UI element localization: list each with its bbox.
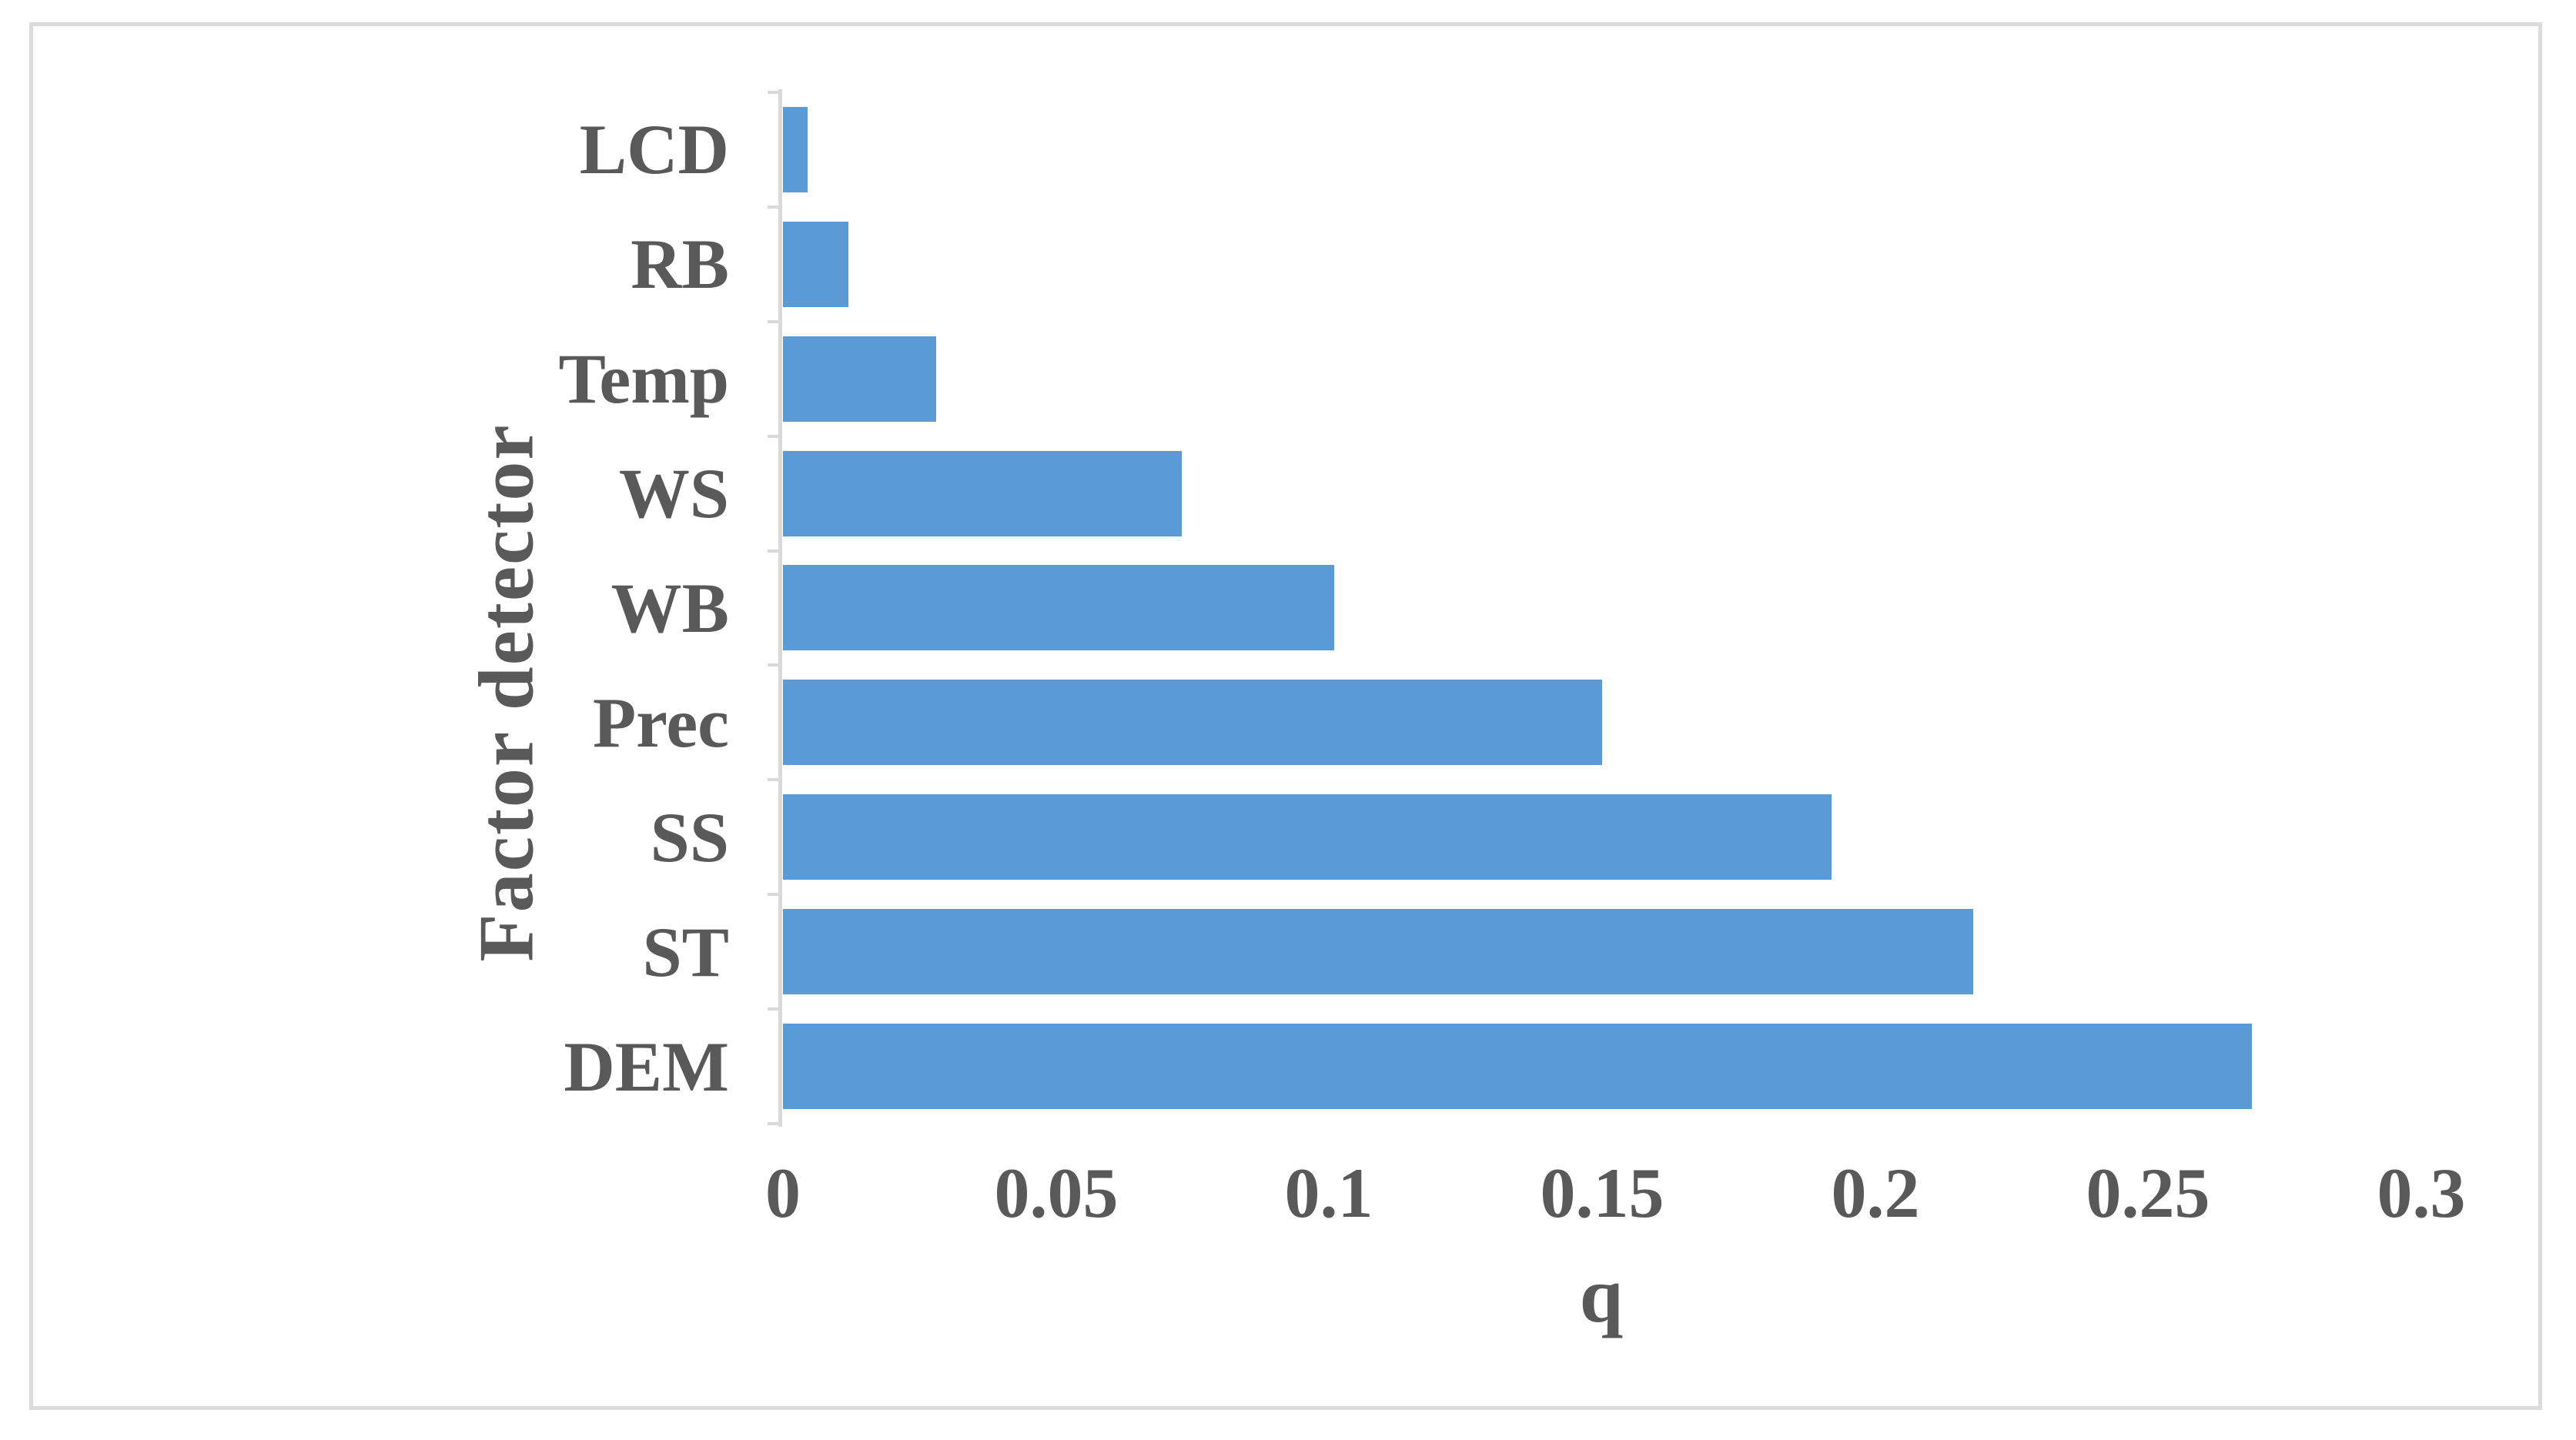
category-label: ST: [642, 912, 729, 991]
category-label: DEM: [564, 1027, 729, 1106]
category-axis-tick: [768, 91, 779, 94]
x-tick-label: 0.3: [2377, 1154, 2466, 1232]
bar-row: ST: [0, 894, 2576, 1009]
bar-row: DEM: [0, 1009, 2576, 1124]
bar: [783, 450, 1182, 536]
bar: [783, 221, 848, 307]
figure-frame: [29, 22, 2542, 1410]
bar-row: Prec: [0, 665, 2576, 780]
category-axis-tick: [768, 320, 779, 323]
bar-row: RB: [0, 207, 2576, 322]
category-axis-tick: [768, 1007, 779, 1011]
category-axis-tick: [768, 663, 779, 667]
bar-row: WB: [0, 551, 2576, 666]
x-tick-label: 0.15: [1540, 1154, 1664, 1232]
bar-row: SS: [0, 780, 2576, 894]
category-axis-tick: [768, 893, 779, 896]
x-tick-label: 0: [765, 1154, 801, 1232]
x-tick-label: 0.2: [1831, 1154, 1920, 1232]
category-axis-tick: [768, 435, 779, 438]
category-label: WB: [611, 568, 729, 647]
category-axis-tick: [768, 778, 779, 781]
category-label: Temp: [558, 339, 729, 419]
category-label: Prec: [592, 683, 729, 762]
category-label: LCD: [579, 110, 729, 189]
x-tick-label: 0.05: [994, 1154, 1119, 1232]
x-tick-label: 0.25: [2086, 1154, 2210, 1232]
category-label: WS: [618, 454, 729, 533]
bar: [783, 909, 1973, 995]
x-tick-label: 0.1: [1284, 1154, 1373, 1232]
category-label: SS: [650, 797, 729, 877]
bar: [783, 106, 808, 192]
category-axis-line: [778, 89, 782, 1127]
category-axis-tick: [768, 205, 779, 209]
bar: [783, 336, 936, 422]
category-axis-tick: [768, 550, 779, 553]
bar-row: LCD: [0, 92, 2576, 207]
bar: [783, 680, 1602, 766]
category-label: RB: [631, 225, 729, 304]
bar-row: WS: [0, 436, 2576, 551]
bar: [783, 1024, 2252, 1110]
bar-row: Temp: [0, 322, 2576, 436]
bar: [783, 565, 1334, 651]
category-axis-tick: [768, 1122, 779, 1125]
x-axis-title: q: [1579, 1252, 1624, 1339]
bar: [783, 794, 1832, 880]
